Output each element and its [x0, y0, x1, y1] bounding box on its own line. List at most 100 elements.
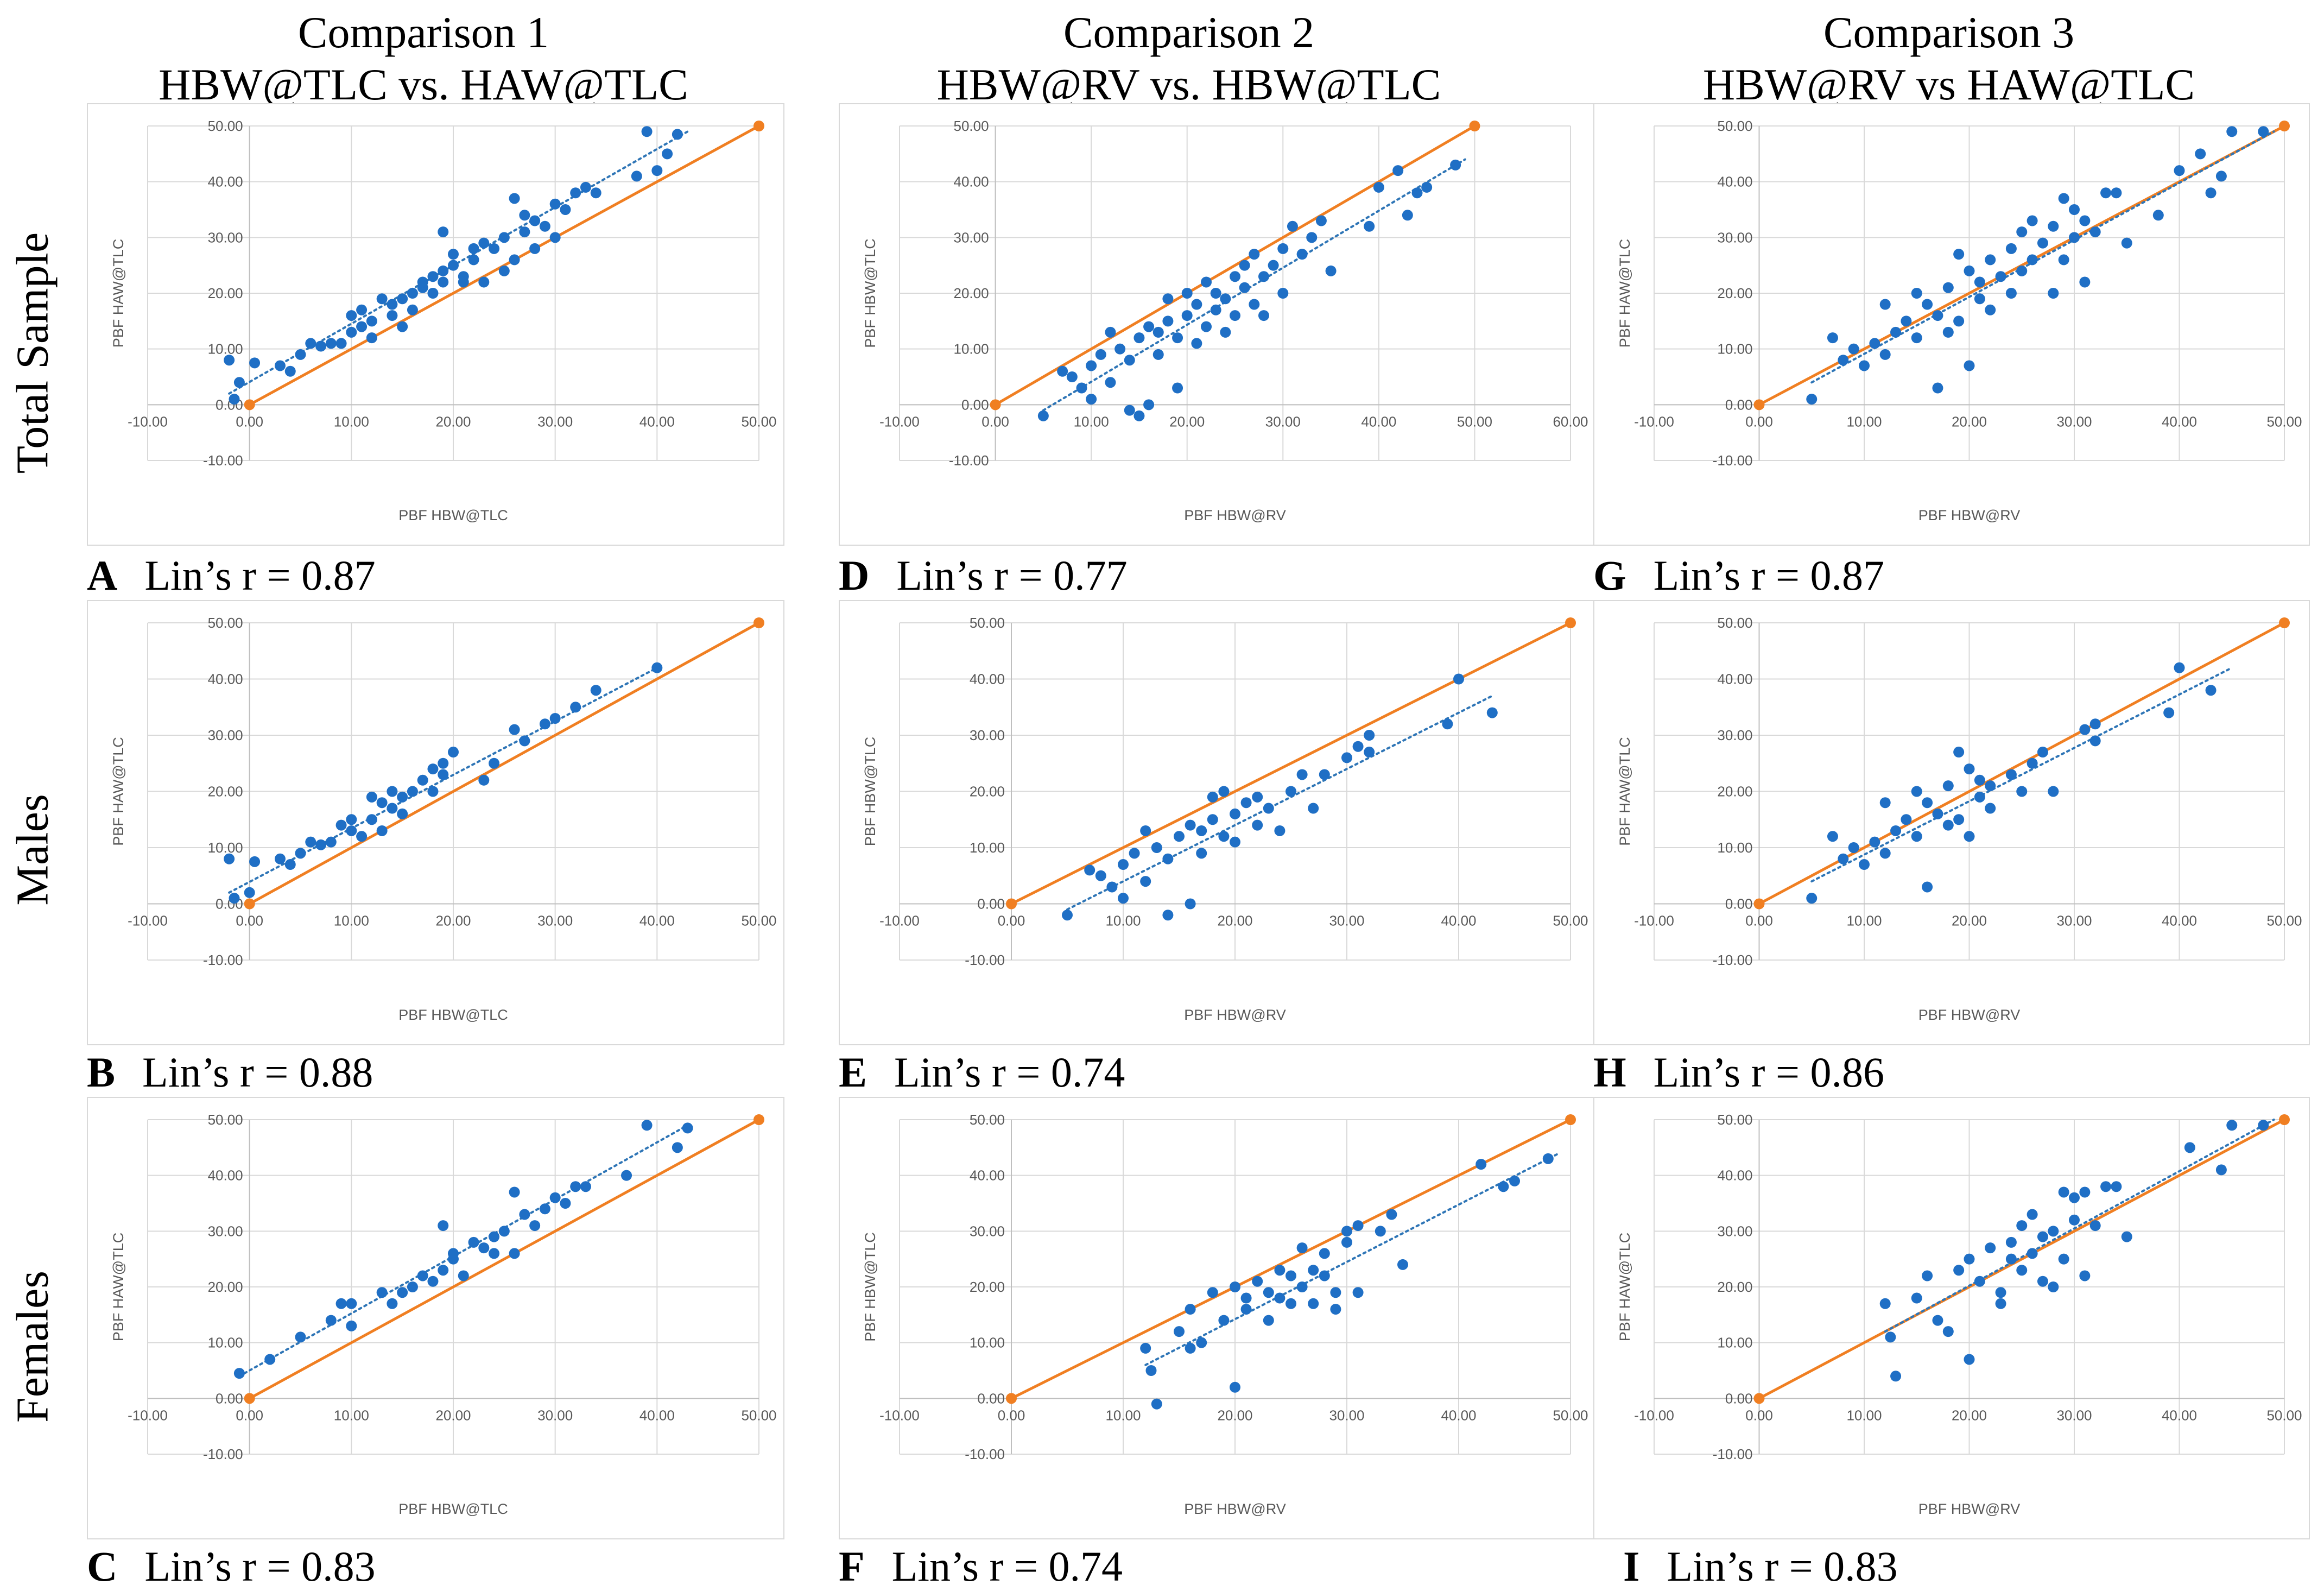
- data-point: [427, 271, 439, 282]
- data-point: [2048, 288, 2059, 299]
- trend-line: [1884, 1119, 2275, 1333]
- data-point: [2226, 1120, 2238, 1131]
- x-tick-label: -10.00: [1634, 913, 1674, 929]
- data-point: [468, 254, 479, 266]
- data-point: [438, 757, 449, 769]
- data-point: [2226, 126, 2238, 137]
- x-tick-label: 50.00: [741, 913, 776, 929]
- y-tick-label: 40.00: [208, 671, 243, 687]
- identity-line: [1758, 1118, 2285, 1400]
- caption-F: F Lin’s r = 0.74: [839, 1542, 1123, 1591]
- panel-letter-D: D: [839, 552, 870, 599]
- data-point: [2111, 187, 2122, 199]
- data-point: [1287, 220, 1298, 232]
- data-point: [387, 299, 398, 310]
- data-point: [1286, 1270, 1296, 1281]
- data-point: [1879, 299, 1891, 310]
- data-point: [1922, 1270, 1933, 1281]
- data-point: [651, 662, 663, 673]
- data-point: [1942, 326, 1954, 338]
- data-point: [1201, 321, 1212, 332]
- data-point: [325, 1315, 337, 1326]
- x-tick-label: 10.00: [1846, 913, 1882, 929]
- data-point: [427, 763, 439, 775]
- scatter-chart-D: -10.00 0.00 10.00 20.00 30.00 40.00 50.00 60.00…: [862, 118, 1588, 523]
- data-point: [1277, 243, 1289, 254]
- data-point: [2079, 276, 2091, 288]
- data-point: [1114, 343, 1126, 355]
- x-axis-title: PBF HBW@RV: [1918, 1007, 2020, 1023]
- identity-endpoint: [2279, 121, 2290, 131]
- data-point: [1838, 853, 1849, 864]
- data-point: [1066, 371, 1078, 382]
- column-header-1: Comparison 1 HBW@TLC vs. HAW@TLC: [71, 7, 776, 111]
- x-tick-label: 30.00: [537, 413, 573, 430]
- data-point: [1402, 210, 1413, 221]
- data-point: [1252, 1276, 1263, 1287]
- data-point: [1315, 215, 1327, 226]
- x-tick-label: -10.00: [879, 913, 920, 929]
- identity-endpoint: [753, 617, 764, 628]
- data-point: [1084, 864, 1095, 876]
- x-tick-label: 50.00: [741, 1407, 776, 1423]
- identity-line: [1758, 621, 2285, 905]
- data-point: [2016, 265, 2028, 276]
- data-point: [229, 394, 240, 405]
- scatter-chart-I: -10.00 0.00 10.00 20.00 30.00 40.00 50.00 -10.0…: [1617, 1112, 2302, 1517]
- x-tick-label: 50.00: [1457, 413, 1492, 430]
- data-point: [387, 786, 398, 797]
- data-point: [549, 1192, 561, 1203]
- data-point: [335, 338, 347, 349]
- data-point: [2058, 254, 2069, 266]
- data-point: [519, 735, 530, 747]
- data-point: [1942, 780, 1954, 792]
- data-point: [1911, 786, 1922, 797]
- data-point: [1352, 1220, 1364, 1232]
- data-point: [1143, 321, 1155, 332]
- data-point: [1859, 360, 1870, 371]
- data-point: [229, 893, 240, 904]
- data-point: [529, 1220, 541, 1232]
- data-point: [1129, 848, 1140, 859]
- identity-endpoint: [990, 399, 1001, 411]
- data-point: [1373, 181, 1384, 193]
- data-point: [284, 365, 296, 377]
- data-point: [1218, 1315, 1230, 1326]
- y-tick-label: 0.00: [961, 396, 989, 413]
- y-tick-label: 30.00: [208, 229, 243, 245]
- caption-B: B Lin’s r = 0.88: [87, 1048, 373, 1097]
- data-point: [2027, 757, 2038, 769]
- y-tick-label: 20.00: [208, 784, 243, 800]
- data-point: [1325, 265, 1337, 276]
- y-tick-label: 30.00: [208, 1223, 243, 1239]
- data-point: [1964, 1354, 1975, 1365]
- data-point: [560, 204, 571, 215]
- lin-label-D: Lin’s r = 0.77: [896, 552, 1128, 599]
- data-point: [438, 769, 449, 780]
- data-point: [2058, 1186, 2069, 1198]
- data-point: [1274, 825, 1286, 836]
- data-point: [519, 226, 530, 238]
- data-point: [1932, 310, 1943, 321]
- data-point: [1196, 825, 1207, 836]
- data-point: [1352, 1287, 1364, 1298]
- lin-label-B: Lin’s r = 0.88: [142, 1049, 373, 1096]
- data-point: [2205, 187, 2217, 199]
- data-point: [2069, 232, 2080, 243]
- data-point: [1879, 349, 1891, 360]
- data-point: [1140, 825, 1151, 836]
- y-tick-label: 30.00: [1717, 727, 1752, 743]
- y-tick-label: 30.00: [1717, 229, 1752, 245]
- data-point: [2027, 215, 2038, 226]
- data-point: [2016, 226, 2028, 238]
- x-tick-label: 10.00: [1074, 413, 1109, 430]
- data-point: [509, 724, 520, 735]
- y-tick-label: 30.00: [208, 727, 243, 743]
- identity-endpoint: [753, 1114, 764, 1125]
- x-axis-title: PBF HBW@TLC: [398, 1501, 508, 1517]
- data-point: [509, 1186, 520, 1198]
- y-tick-label: 50.00: [208, 1112, 243, 1128]
- x-tick-label: 0.00: [236, 413, 263, 430]
- data-point: [1263, 803, 1274, 814]
- x-tick-label: 10.00: [1105, 913, 1141, 929]
